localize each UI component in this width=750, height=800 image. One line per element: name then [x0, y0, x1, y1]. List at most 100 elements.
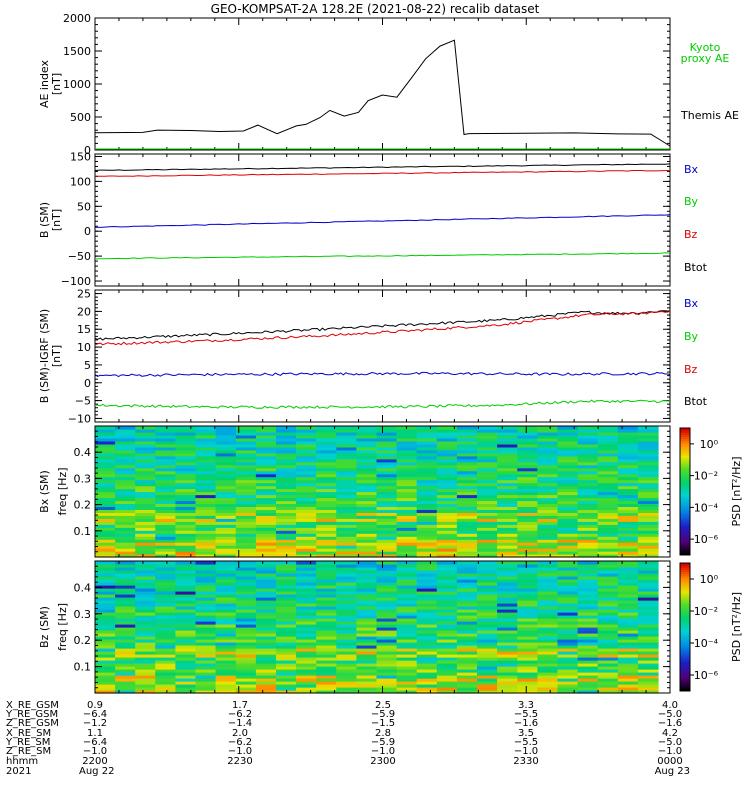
specbz-cell [557, 591, 579, 595]
specbz-cell [215, 588, 237, 592]
specbx-cell [356, 485, 378, 490]
specbz-cell [497, 654, 518, 658]
specbx-cell [557, 440, 579, 445]
ephem-value: 1.1 [87, 728, 103, 739]
specbz-cell [175, 636, 197, 640]
specbz-cell [255, 597, 277, 601]
specbx-colorbar-segment [680, 495, 690, 499]
specbx-cell [296, 440, 317, 445]
specbz-cell [597, 642, 619, 646]
specbz-cell [235, 642, 257, 646]
specbz-cell [115, 633, 136, 637]
specbz-cell [356, 690, 378, 694]
specbx-cell [577, 548, 599, 552]
specbz-cell [155, 630, 176, 634]
specbx-cell [376, 503, 398, 507]
specbz-cell [95, 654, 116, 658]
specbx-ytick-label: 0.2 [74, 499, 92, 512]
specbx-colorbar-segment [680, 432, 690, 435]
specbz-cell [155, 594, 176, 598]
specbx-cell [416, 503, 438, 507]
specbz-cell [115, 582, 136, 586]
specbx-cell [416, 458, 438, 463]
specbz-cell [376, 585, 398, 589]
specbz-cell [195, 588, 217, 592]
specbz-cell [276, 657, 297, 661]
specbx-cell [316, 455, 337, 460]
specbz-cell [95, 648, 116, 652]
specbz-cell [497, 594, 518, 598]
specbz-colorbar-segment [680, 688, 690, 692]
specbz-cell [517, 636, 538, 640]
ephem-value: −1.5 [371, 718, 395, 729]
specbx-cell [356, 458, 378, 463]
specbz-cell [396, 636, 418, 640]
specbx-cell [195, 533, 217, 537]
specbx-cell [135, 437, 156, 442]
specbx-cell [296, 467, 317, 472]
specbx-cell [356, 482, 378, 487]
specbz-colorbar-segment [680, 673, 690, 677]
specbz-cell [617, 567, 639, 571]
specbx-cell [336, 458, 357, 463]
specbz-cell [276, 618, 297, 622]
specbx-cell [396, 494, 418, 499]
specbz-cell [215, 684, 237, 688]
specbz-colorbar-segment [680, 588, 690, 592]
specbx-cell [115, 479, 136, 484]
specbz-cell [617, 669, 639, 673]
specbx-cell [416, 524, 438, 528]
specbz-cell [416, 570, 438, 574]
specbx-cell [537, 426, 559, 430]
specbx-colorbar-segment [680, 466, 690, 469]
specbz-cell [255, 630, 277, 634]
specbx-cell [497, 434, 518, 439]
specbx-cell [296, 432, 317, 436]
specbx-cell [235, 524, 257, 528]
specbx-cell [235, 548, 257, 552]
specbz-cell [316, 576, 337, 580]
specbz-cell [115, 570, 136, 574]
specbz-cell [537, 579, 559, 583]
specbx-cell [436, 536, 458, 540]
bsm-legend-item: Bz [684, 228, 698, 241]
specbz-cell [517, 612, 538, 616]
specbz-cell [577, 687, 599, 691]
specbx-cell [637, 476, 659, 481]
specbx-cell [517, 491, 538, 496]
specbx-cell [155, 432, 176, 436]
specbz-cell [316, 657, 337, 661]
specbx-cell [316, 500, 337, 504]
specbx-cell [497, 452, 518, 457]
specbz-cell [376, 621, 398, 625]
specbx-cell [416, 476, 438, 481]
specbx-cell [255, 512, 277, 516]
ae-legend-kyoto: Kyoto [690, 41, 721, 54]
specbz-cell [597, 618, 619, 622]
specbz-cell [396, 570, 418, 574]
specbx-cell [155, 530, 176, 534]
specbz-cell [316, 669, 337, 673]
specbz-cell [95, 651, 116, 655]
specbx-cell [95, 530, 116, 534]
specbz-cell [135, 591, 156, 595]
specbx-cell [637, 461, 659, 466]
specbx-cell [537, 488, 559, 493]
specbx-cell [557, 434, 579, 439]
specbz-cell [215, 579, 237, 583]
specbz-cell [537, 657, 559, 661]
specbz-cell [637, 639, 659, 643]
specbx-cell [115, 497, 136, 502]
specbz-cell [617, 642, 639, 646]
specbx-cell [255, 455, 277, 460]
specbz-cell [356, 621, 378, 625]
specbx-cell [456, 545, 478, 549]
specbz-cell [255, 627, 277, 631]
specbz-cell [276, 573, 297, 577]
specbx-cell [135, 524, 156, 528]
specbz-cell [416, 564, 438, 568]
ephem-value: 2300 [370, 756, 395, 767]
specbx-cell [456, 554, 478, 558]
specbz-cell [215, 639, 237, 643]
specbx-cell [95, 432, 116, 436]
